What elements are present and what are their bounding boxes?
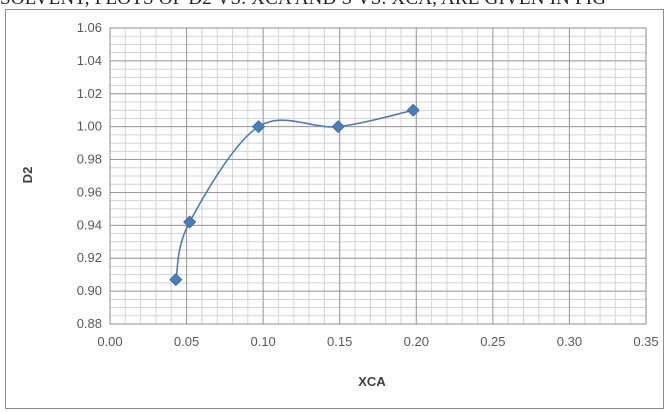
y-tick-labels: 0.88 0.90 0.92 0.94 0.96 0.98 1.00 1.02 1.04 1.06 [77, 20, 102, 331]
data-point-marker [331, 120, 345, 134]
x-tick-label: 0.00 [97, 334, 122, 349]
y-tick-label: 0.98 [77, 152, 102, 167]
plot-area-border [109, 27, 647, 325]
y-tick-label: 1.00 [77, 119, 102, 134]
y-tick-label: 1.02 [77, 86, 102, 101]
y-tick-label: 0.90 [77, 283, 102, 298]
x-tick-label: 0.35 [633, 334, 658, 349]
x-tick-label: 0.20 [404, 334, 429, 349]
series-line-group [175, 109, 414, 280]
x-tick-label: 0.25 [480, 334, 505, 349]
y-tick-label: 0.96 [77, 184, 102, 199]
minor-gridlines [109, 27, 647, 325]
data-point-marker [406, 103, 420, 117]
y-tick-label: 0.88 [77, 316, 102, 331]
x-tick-label: 0.15 [327, 334, 352, 349]
x-axis-title: XCA [358, 374, 386, 389]
series-points-group [169, 103, 420, 287]
series-line [175, 109, 414, 280]
y-axis-title: D2 [20, 167, 35, 184]
header-text: SOLVENT, PLOTS OF D2 VS. XCA AND S VS. X… [0, 0, 668, 10]
data-point-marker [251, 120, 266, 134]
x-tick-label: 0.10 [250, 334, 275, 349]
y-tick-label: 1.04 [77, 53, 102, 68]
x-tick-label: 0.30 [557, 334, 582, 349]
data-point-marker [169, 273, 183, 287]
data-point-marker [183, 215, 197, 229]
y-tick-label: 1.06 [77, 20, 102, 35]
y-tick-label: 0.92 [77, 250, 102, 265]
y-tick-label: 0.94 [77, 217, 102, 232]
x-tick-labels: 0.00 0.05 0.10 0.15 0.20 0.25 0.30 0.35 [97, 334, 658, 349]
x-tick-label: 0.05 [174, 334, 199, 349]
